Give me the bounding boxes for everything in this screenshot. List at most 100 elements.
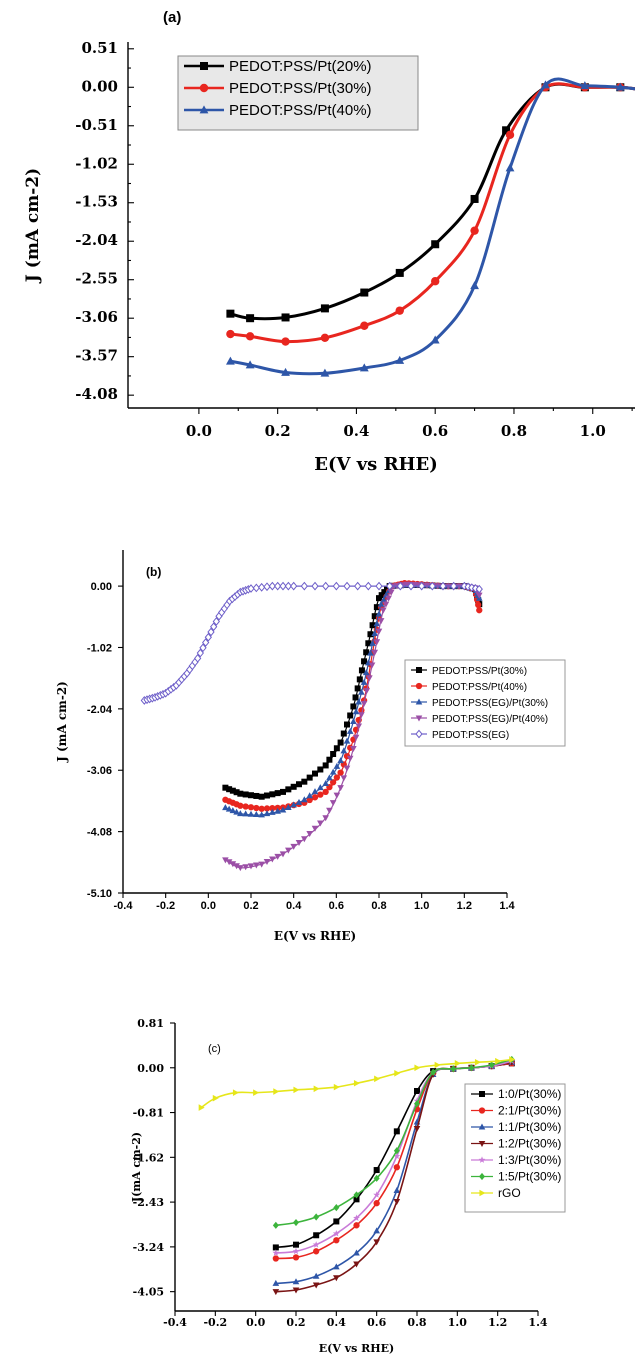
data-point (359, 363, 369, 372)
data-point (502, 126, 511, 135)
data-point (290, 801, 297, 808)
data-point (263, 810, 271, 817)
data-point (373, 639, 381, 646)
chart-panel-c: 0.81 0.00 -0.81 -1.62 -2.43 -3.24 -4.05 -0.4 -0.… (130, 1017, 566, 1355)
data-point (364, 581, 372, 591)
legend-entry: 1:3/Pt(30%) (498, 1153, 561, 1167)
data-point (281, 337, 290, 346)
legend-entry: PEDOT:PSS/Pt(30%) (432, 666, 527, 677)
x-tick-label: 1.0 (448, 1316, 467, 1329)
data-point (393, 1128, 400, 1135)
data-point (373, 1227, 380, 1234)
data-point (311, 825, 319, 832)
data-point (353, 1222, 360, 1229)
data-point (333, 1263, 340, 1270)
data-point (340, 747, 348, 754)
data-point (229, 861, 237, 868)
data-point (253, 792, 260, 799)
data-point (272, 1244, 279, 1251)
data-point (395, 306, 404, 315)
data-point (354, 581, 362, 591)
data-point (196, 648, 204, 658)
data-point (222, 857, 229, 864)
legend-entry: PEDOT:PSS/Pt(20%) (229, 58, 372, 75)
data-point (311, 788, 319, 795)
panel-label: (b) (146, 565, 161, 579)
data-point (358, 667, 365, 674)
legend-entry: PEDOT:PSS(EG)/Pt(40%) (432, 714, 548, 725)
data-point (306, 792, 313, 799)
data-point (375, 628, 383, 635)
data-point (350, 746, 357, 753)
data-point (468, 1064, 475, 1072)
legend-entry: PEDOT:PSS/Pt(40%) (229, 102, 372, 119)
data-point (430, 335, 440, 344)
data-point (274, 581, 282, 591)
y-tick-label: 0.00 (81, 77, 118, 95)
data-point (366, 675, 373, 682)
data-point (428, 581, 436, 591)
data-point (320, 304, 329, 313)
data-point (430, 1068, 437, 1076)
data-point (237, 790, 244, 797)
data-point (242, 810, 249, 817)
data-point (301, 778, 308, 785)
y-tick-label: -2.55 (75, 270, 118, 288)
legend-entry: 1:2/Pt(30%) (498, 1137, 561, 1151)
data-point (353, 1249, 360, 1256)
data-point (407, 581, 415, 591)
data-point (475, 592, 483, 599)
data-point (439, 581, 447, 591)
data-point (373, 1200, 380, 1207)
data-point (329, 779, 337, 786)
data-point (292, 1278, 300, 1285)
x-tick-label: 1.0 (580, 422, 606, 440)
data-point (311, 794, 319, 801)
data-point (445, 583, 452, 590)
data-point (301, 836, 308, 843)
data-point (368, 662, 376, 669)
data-point (222, 784, 229, 791)
legend: PEDOT:PSS/Pt(20%) PEDOT:PSS/Pt(30%) PEDOT:… (177, 55, 419, 131)
data-point (382, 601, 390, 608)
data-point (470, 226, 479, 235)
data-point (293, 1218, 299, 1227)
data-point (541, 80, 550, 89)
data-point (269, 791, 276, 798)
y-tick-label: 0.00 (91, 581, 112, 593)
data-point (258, 805, 265, 812)
data-point (343, 737, 351, 744)
y-tick-label: 0.51 (81, 39, 118, 57)
data-point (450, 1065, 457, 1073)
legend-entry: 1:5/Pt(30%) (498, 1170, 561, 1184)
data-point (377, 600, 385, 607)
data-point (340, 730, 347, 737)
legend-entry: PEDOT:PSS(EG)/Pt(30%) (432, 698, 548, 709)
data-point (363, 688, 371, 695)
data-point (245, 360, 255, 369)
data-point (361, 658, 368, 665)
series-6 (272, 1055, 515, 1229)
data-point (376, 595, 382, 602)
data-point (322, 788, 329, 796)
data-point (505, 163, 515, 172)
y-tick-label: -0.51 (75, 116, 118, 134)
legend: 1:0/Pt(30%) 2:1/Pt(30%) 1:1/Pt(30%) 1:2/Pt(… (464, 1083, 566, 1213)
data-point (313, 1248, 320, 1255)
y-tick-label: -4.05 (133, 1286, 164, 1299)
data-point (258, 793, 265, 800)
data-point (332, 1230, 340, 1237)
data-point (362, 669, 370, 676)
data-point (290, 783, 297, 790)
data-point (414, 1064, 421, 1072)
data-point (272, 1279, 280, 1286)
data-point (229, 787, 236, 794)
data-point (337, 785, 344, 792)
data-point (204, 632, 212, 642)
data-point (317, 784, 324, 791)
data-point (225, 859, 233, 866)
data-point (476, 607, 483, 614)
series-5 (140, 581, 483, 705)
y-tick-label: -5.10 (87, 888, 112, 900)
